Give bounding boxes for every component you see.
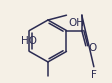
- Text: OH: OH: [68, 18, 84, 28]
- Text: HO: HO: [21, 36, 37, 46]
- Text: F: F: [91, 70, 97, 80]
- Text: O: O: [88, 43, 96, 53]
